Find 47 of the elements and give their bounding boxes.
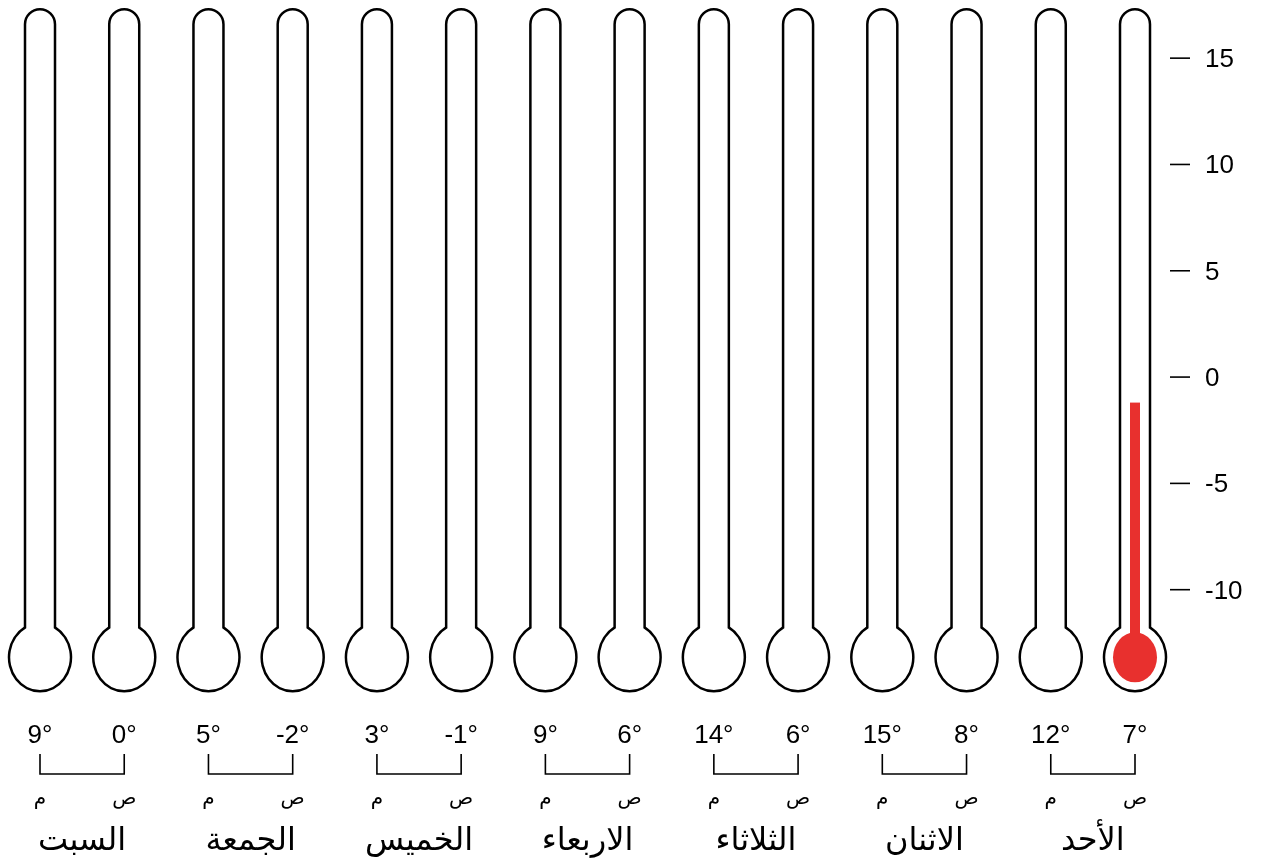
text: -1° xyxy=(444,719,478,749)
text: 5° xyxy=(196,719,221,749)
x-tick-label: م xyxy=(876,785,889,809)
x-tick-label: م xyxy=(1044,785,1057,809)
x-tick-label: م xyxy=(707,785,721,809)
text: الجمعة xyxy=(205,820,296,858)
text: 9° xyxy=(532,719,558,749)
y-tick: 0 xyxy=(1169,362,1220,393)
text: 15° xyxy=(862,719,902,749)
text: 6° xyxy=(617,719,643,749)
y-tick: -10 xyxy=(1169,574,1243,605)
x-tick-label: ص xyxy=(954,785,979,809)
y-tick-label: 0 xyxy=(1205,362,1220,393)
text: 7° xyxy=(1122,719,1148,749)
y-tick-label: -5 xyxy=(1205,468,1229,499)
text: الأحد xyxy=(1061,819,1125,858)
text: الخميس xyxy=(364,820,474,858)
text: السبت xyxy=(37,820,127,858)
x-tick-label: ص xyxy=(112,785,137,809)
y-tick-label: 15 xyxy=(1205,43,1234,74)
x-tick-label: م xyxy=(539,785,552,809)
y-tick: 5 xyxy=(1169,255,1220,286)
y-tick-label: -10 xyxy=(1205,574,1243,605)
text: الاربعاء xyxy=(541,820,634,858)
x-tick-label: ص xyxy=(785,785,811,809)
x-tick-label: م xyxy=(202,785,215,809)
y-tick: -5 xyxy=(1169,468,1229,499)
text: 12° xyxy=(1031,719,1071,749)
text: الاثنان xyxy=(884,820,964,858)
x-tick-label: ص xyxy=(449,785,474,809)
y-tick: 15 xyxy=(1169,43,1234,74)
x-tick-label: ص xyxy=(1122,785,1148,809)
text: 8° xyxy=(954,719,979,749)
text: الثلاثاء xyxy=(715,820,797,858)
x-tick-label: م xyxy=(33,785,47,809)
text: 3° xyxy=(364,719,390,749)
y-tick-label: 10 xyxy=(1205,149,1234,180)
text: 6° xyxy=(785,719,811,749)
text: -2° xyxy=(275,719,310,749)
x-tick-label: ص xyxy=(280,785,305,809)
x-tick-label: م xyxy=(370,785,384,809)
text: 9° xyxy=(27,719,53,749)
text: 0° xyxy=(111,719,137,749)
y-tick-label: 5 xyxy=(1205,255,1220,286)
text: 14° xyxy=(694,719,734,749)
y-tick: 10 xyxy=(1169,149,1234,180)
x-tick-label: ص xyxy=(617,785,642,809)
